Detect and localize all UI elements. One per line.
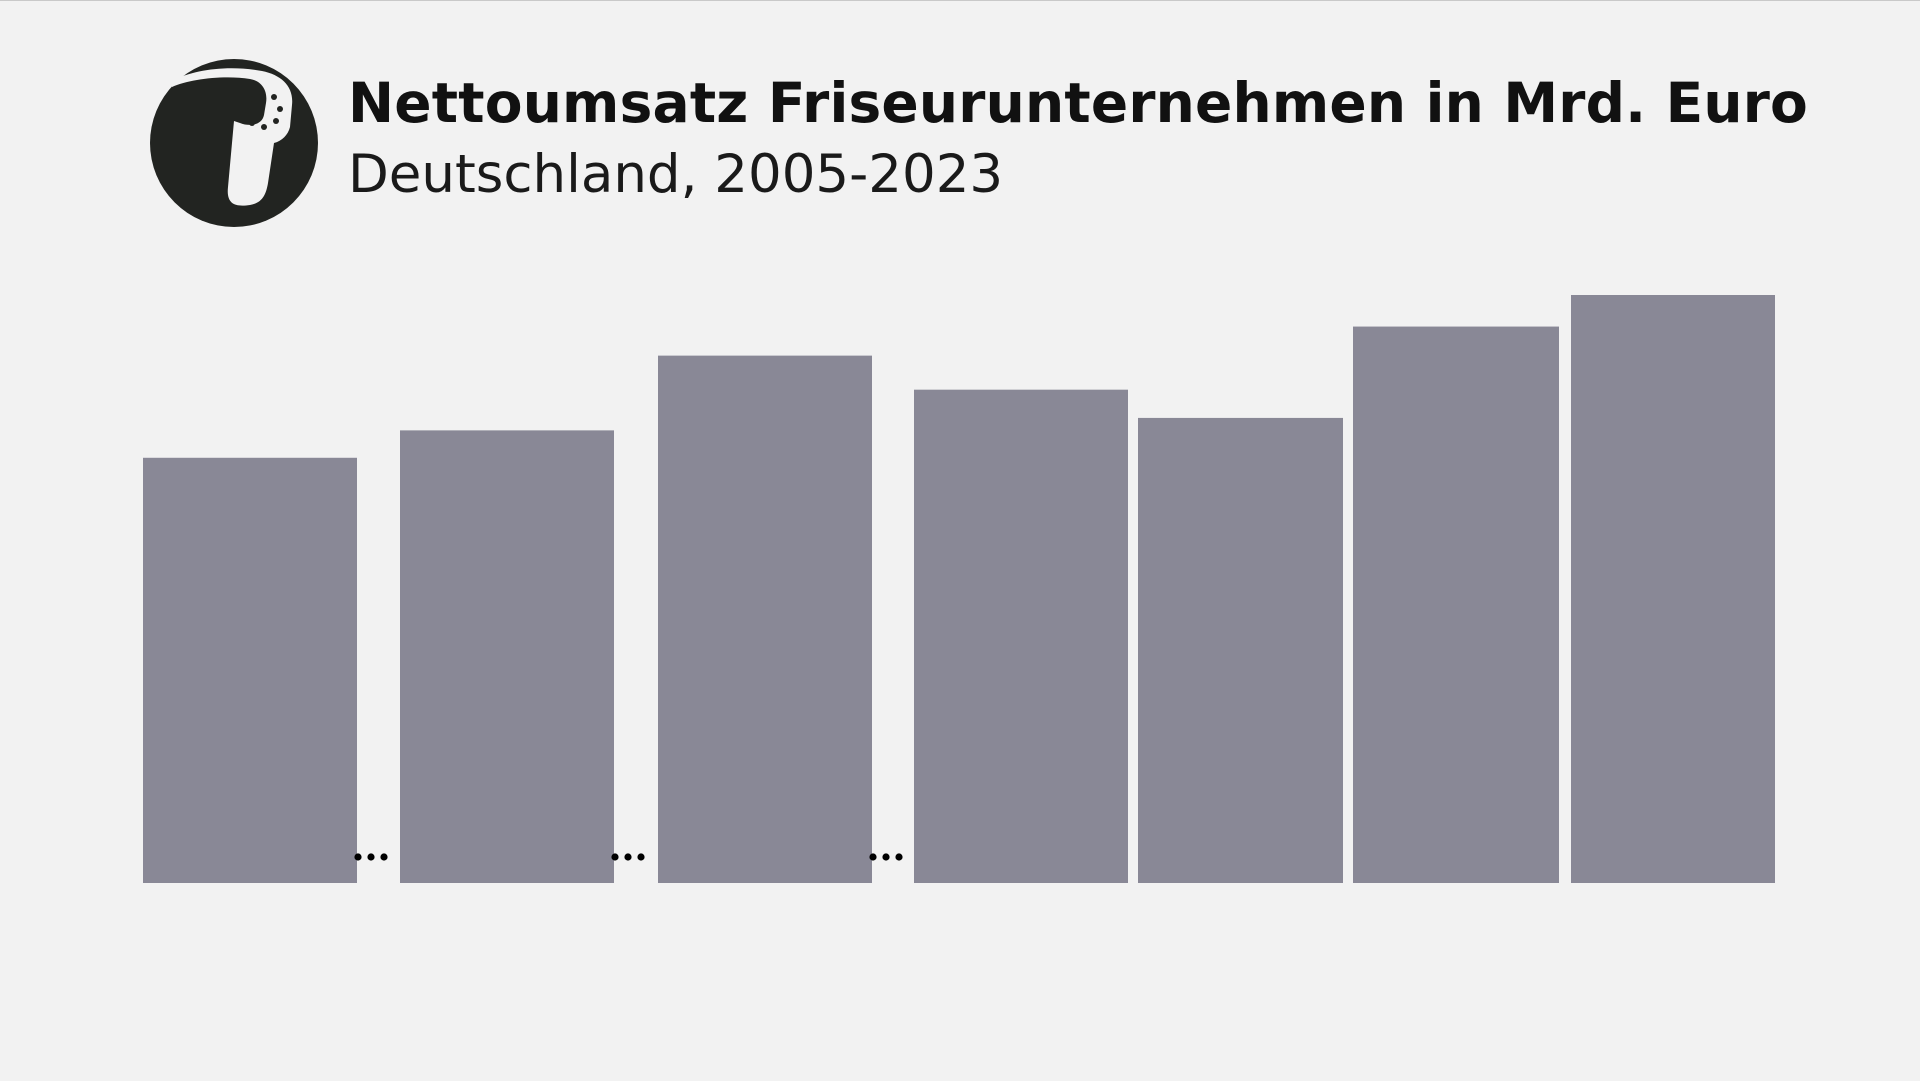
bar-1 (143, 457, 357, 883)
bar-2 (400, 430, 614, 883)
axis-break-marker (869, 853, 903, 861)
hair-dryer-icon (150, 59, 318, 227)
chart-title: Nettoumsatz Friseurunternehmen in Mrd. E… (348, 71, 1809, 135)
bar-7 (1571, 295, 1775, 883)
bar-5 (1138, 417, 1343, 883)
axis-break-marker (354, 853, 388, 861)
chart-subtitle: Deutschland, 2005-2023 (348, 144, 1004, 205)
bar-6 (1353, 326, 1559, 883)
bar-3 (658, 355, 872, 884)
axis-break-marker (611, 853, 645, 861)
bar-4 (914, 389, 1128, 883)
